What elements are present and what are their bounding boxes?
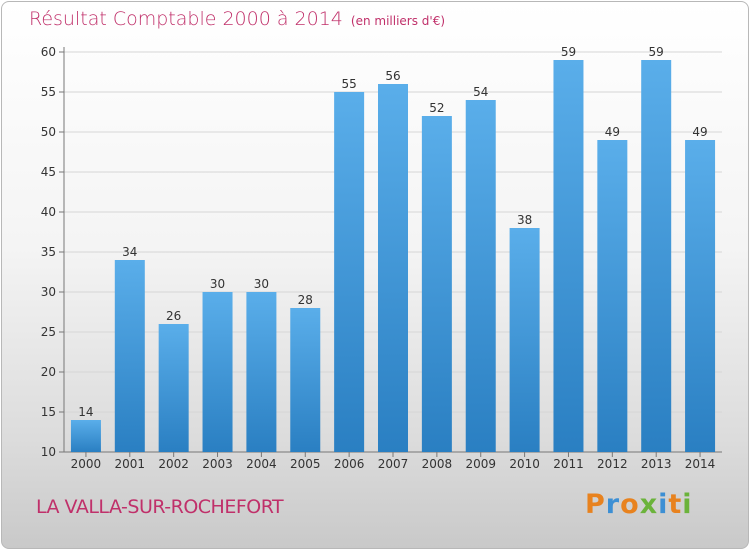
chart-title: Résultat Comptable 2000 à 2014 (en millie… (29, 8, 445, 30)
x-tick-label: 2006 (334, 457, 365, 471)
x-tick-label: 2000 (71, 457, 102, 471)
y-tick-label: 30 (41, 285, 56, 299)
y-tick-label: 45 (41, 165, 56, 179)
bar (202, 292, 233, 452)
bar (641, 60, 672, 452)
bar-value-label: 30 (254, 277, 269, 291)
bar-value-label: 49 (605, 125, 620, 139)
x-tick-label: 2014 (685, 457, 716, 471)
bar-value-label: 30 (210, 277, 225, 291)
commune-name: LA VALLA-SUR-ROCHEFORT (36, 496, 284, 518)
bar (685, 140, 716, 452)
unit-note: (en milliers d'€) (350, 14, 446, 28)
logo-letter: t (668, 489, 683, 520)
x-tick-label: 2003 (202, 457, 233, 471)
x-tick-label: 2010 (509, 457, 540, 471)
x-tick-label: 2009 (465, 457, 496, 471)
bar-value-label: 49 (692, 125, 707, 139)
bar-value-label: 38 (517, 213, 532, 227)
y-tick-label: 10 (41, 445, 56, 459)
logo-letter: x (639, 489, 659, 520)
bar-value-label: 28 (298, 293, 313, 307)
bar (553, 60, 584, 452)
y-tick-label: 35 (41, 245, 56, 259)
bar (334, 92, 365, 452)
y-tick-label: 55 (41, 85, 56, 99)
x-tick-label: 2012 (597, 457, 628, 471)
bar (509, 228, 540, 452)
x-tick-label: 2011 (553, 457, 584, 471)
title-text: Résultat Comptable 2000 à 2014 (29, 8, 343, 30)
logo-letter: o (620, 489, 640, 520)
bar-value-label: 34 (122, 245, 137, 259)
bar-value-label: 56 (385, 69, 400, 83)
bar (378, 84, 408, 452)
bar (70, 420, 101, 452)
bar-value-label: 54 (473, 85, 488, 99)
x-tick-label: 2004 (246, 457, 277, 471)
logo-letter: r (605, 489, 621, 520)
x-tick-label: 2007 (378, 457, 409, 471)
logo-letter: i (658, 489, 669, 520)
y-tick-label: 25 (41, 325, 56, 339)
proxiti-logo: Proxiti (585, 489, 693, 520)
x-tick-label: 2008 (422, 457, 453, 471)
x-tick-label: 2002 (158, 457, 189, 471)
y-tick-label: 15 (41, 405, 56, 419)
logo-letter: i (682, 489, 693, 520)
bar (465, 100, 496, 452)
bar (246, 292, 277, 452)
bar (158, 324, 189, 452)
y-tick-label: 50 (41, 125, 56, 139)
bar (597, 140, 628, 452)
bar-value-label: 52 (429, 101, 444, 115)
y-tick-label: 20 (41, 365, 56, 379)
x-tick-label: 2005 (290, 457, 321, 471)
bar (114, 260, 145, 452)
x-tick-label: 2001 (115, 457, 146, 471)
y-tick-label: 40 (41, 205, 56, 219)
bar-value-label: 59 (561, 45, 576, 59)
bar-value-label: 14 (78, 405, 93, 419)
logo-letter: P (585, 489, 606, 520)
bar (290, 308, 321, 452)
bar-value-label: 55 (341, 77, 356, 91)
y-tick-label: 60 (41, 45, 56, 59)
x-tick-label: 2013 (641, 457, 672, 471)
bar-value-label: 26 (166, 309, 181, 323)
bar-value-label: 59 (649, 45, 664, 59)
bar (421, 116, 452, 452)
